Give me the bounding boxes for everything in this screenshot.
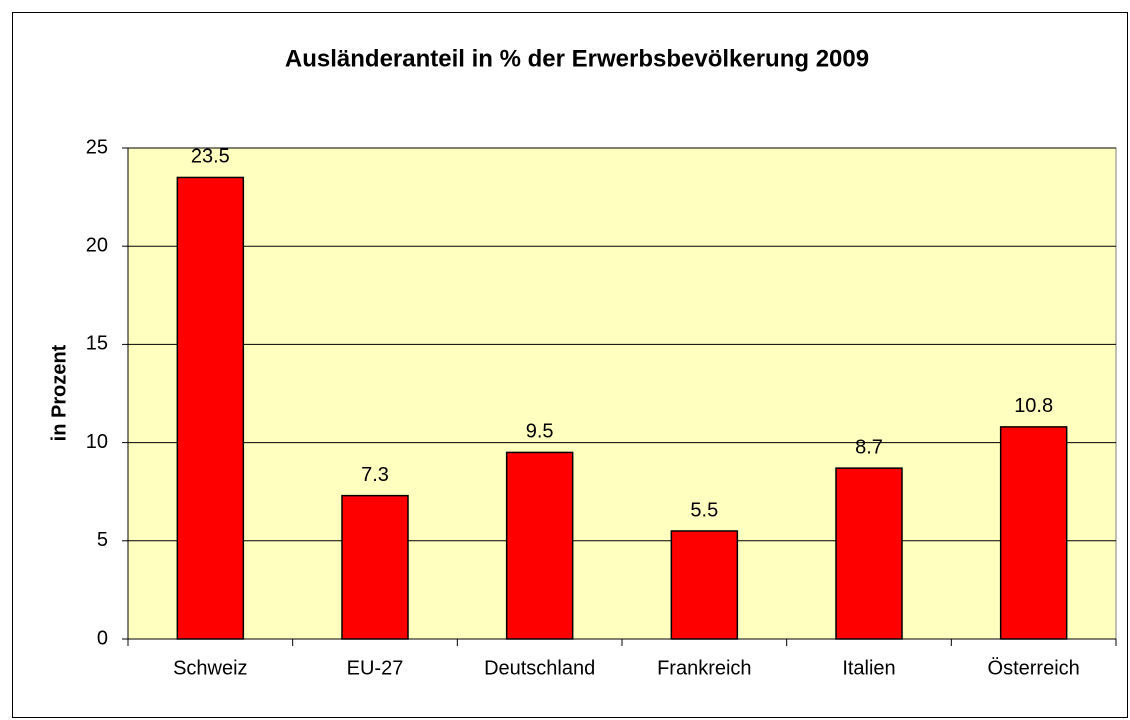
data-label: 5.5 [690, 499, 718, 521]
bar [505, 451, 574, 640]
y-tick-label: 10 [86, 431, 108, 453]
y-axis-label: in Prozent [48, 344, 70, 441]
bar [999, 426, 1068, 640]
x-tick-label: Frankreich [657, 657, 751, 679]
data-label: 23.5 [191, 146, 230, 168]
bar [835, 467, 903, 640]
bar [176, 176, 245, 640]
y-tick-label: 0 [97, 627, 108, 649]
data-label: 10.8 [1014, 395, 1053, 417]
x-tick-label: Österreich [988, 657, 1080, 679]
chart-title: Ausländeranteil in % der Erwerbsbevölker… [285, 45, 869, 72]
y-tick-label: 20 [86, 234, 108, 256]
y-tick-label: 25 [86, 136, 108, 158]
plot-area [127, 147, 1117, 640]
x-tick-label: EU-27 [347, 657, 404, 679]
data-label: 8.7 [855, 436, 883, 458]
y-tick-label: 5 [97, 529, 108, 551]
y-tick-label: 15 [86, 333, 108, 355]
x-tick-label: Schweiz [173, 657, 247, 679]
data-label: 7.3 [361, 464, 389, 486]
x-tick-label: Deutschland [484, 657, 595, 679]
bar [341, 494, 409, 640]
data-label: 9.5 [526, 421, 554, 443]
bar [670, 530, 739, 640]
x-tick-label: Italien [842, 657, 895, 679]
